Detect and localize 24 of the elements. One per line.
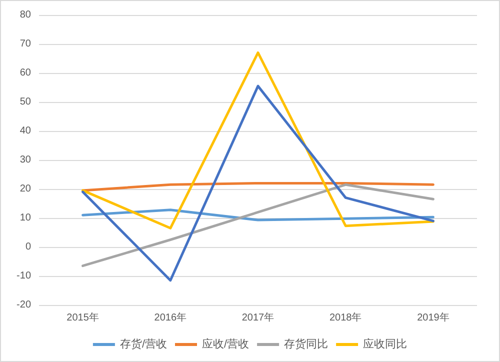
legend-label: 应收/营收 bbox=[202, 338, 250, 350]
y-tick-label: 30 bbox=[20, 154, 32, 166]
y-tick-label: 10 bbox=[20, 212, 32, 224]
line-series bbox=[82, 183, 434, 268]
legend-label: 存货同比 bbox=[284, 338, 328, 350]
x-tick-label: 2019年 bbox=[417, 312, 450, 324]
line-series bbox=[82, 51, 434, 230]
y-tick-label: 70 bbox=[20, 38, 32, 50]
line-series bbox=[82, 208, 434, 222]
y-tick-label: -20 bbox=[16, 300, 32, 310]
y-tick-label: 40 bbox=[20, 126, 32, 136]
x-tick-label: 2018年 bbox=[329, 312, 362, 324]
legend-label: 应收同比 bbox=[363, 338, 408, 350]
legend-label: 存货/营收 bbox=[120, 338, 168, 350]
x-tick-label: 2015年 bbox=[66, 312, 99, 324]
y-tick-label: -10 bbox=[16, 270, 32, 282]
y-tick-label: 80 bbox=[20, 10, 32, 20]
y-tick-label: 60 bbox=[20, 68, 32, 78]
line-series bbox=[82, 84, 434, 282]
x-tick-label: 2017年 bbox=[242, 312, 274, 324]
y-tick-label: 50 bbox=[20, 96, 32, 108]
y-tick-label: 20 bbox=[20, 184, 32, 194]
x-tick-label: 2016年 bbox=[154, 312, 187, 324]
y-tick-label: 0 bbox=[25, 242, 32, 252]
